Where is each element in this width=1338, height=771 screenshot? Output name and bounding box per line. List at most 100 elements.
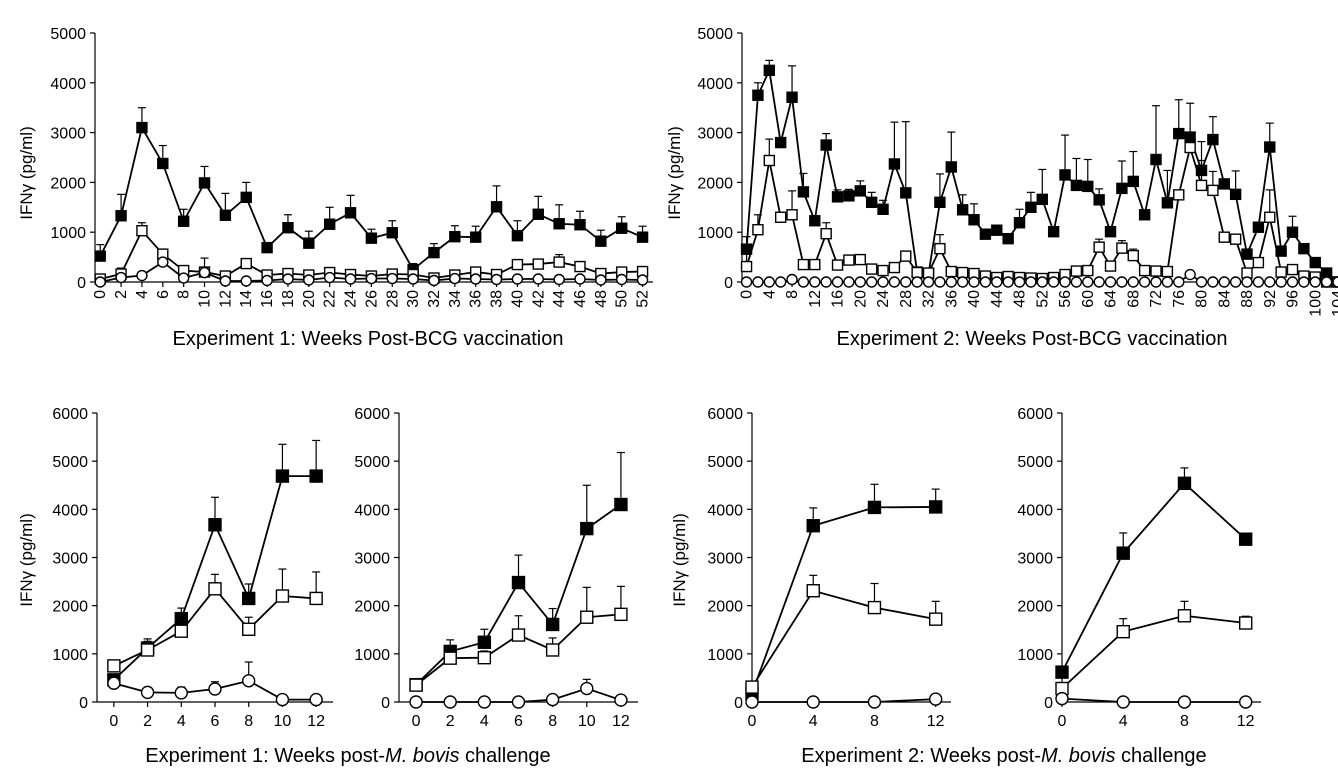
x-tick-label: 8 bbox=[1180, 713, 1189, 730]
filled-square-point bbox=[428, 246, 440, 259]
filled-square-point bbox=[1104, 226, 1117, 238]
x-tick-label: 12 bbox=[307, 713, 325, 730]
open-circle-point bbox=[365, 272, 378, 285]
open-circle-point bbox=[275, 692, 290, 707]
open-circle-point bbox=[545, 692, 560, 707]
x-tick-label: 12 bbox=[612, 713, 630, 730]
filled-square-point bbox=[386, 226, 398, 239]
xtitle-suffix: challenge bbox=[460, 745, 551, 767]
filled-square-point bbox=[1161, 197, 1174, 209]
filled-square-point bbox=[752, 89, 764, 101]
y-tick-label: 3000 bbox=[697, 126, 733, 143]
open-square-point bbox=[1138, 264, 1151, 277]
y-tick-label: 0 bbox=[1044, 695, 1053, 712]
open-circle-point bbox=[198, 266, 211, 279]
filled-square-point bbox=[1013, 217, 1026, 229]
filled-square-point bbox=[323, 218, 336, 230]
x-tick-label: 2 bbox=[113, 290, 130, 299]
x-tick-label: 6 bbox=[211, 713, 220, 730]
xtitle-species: M. bovis bbox=[385, 745, 459, 767]
open-square-point bbox=[240, 257, 252, 270]
filled-square-point bbox=[843, 190, 855, 202]
open-circle-point bbox=[1177, 695, 1192, 709]
y-tick-label: 1000 bbox=[707, 647, 743, 664]
x-tick-label: 4 bbox=[1119, 713, 1128, 730]
open-square-point bbox=[900, 250, 912, 262]
open-circle-point bbox=[242, 674, 256, 688]
open-square-point bbox=[1116, 624, 1130, 639]
x-tick-label: 96 bbox=[1285, 290, 1302, 308]
open-square-point bbox=[865, 263, 878, 275]
open-square-point bbox=[1218, 231, 1230, 243]
y-tick-label: 3000 bbox=[707, 551, 743, 568]
open-square-point bbox=[1184, 141, 1196, 154]
filled-square-point bbox=[303, 237, 315, 249]
filled-square-point bbox=[282, 222, 294, 234]
filled-square-point bbox=[763, 64, 775, 77]
filled-square-point bbox=[242, 591, 256, 606]
filled-square-point bbox=[1264, 141, 1276, 153]
x-tick-label: 100 bbox=[1307, 290, 1324, 317]
y-tick-label: 1000 bbox=[52, 647, 88, 664]
filled-square-point bbox=[94, 250, 106, 262]
x-tick-label: 10 bbox=[197, 290, 214, 308]
y-tick-label: 2000 bbox=[52, 599, 88, 616]
filled-square-point bbox=[928, 500, 943, 514]
filled-square-point bbox=[1177, 476, 1192, 491]
x-tick-label: 16 bbox=[259, 290, 276, 308]
x-tick-label: 4 bbox=[134, 290, 151, 299]
filled-square-point bbox=[1238, 532, 1253, 546]
open-circle-point bbox=[1173, 276, 1185, 288]
filled-square-point bbox=[1036, 193, 1048, 206]
open-circle-point bbox=[1093, 276, 1105, 288]
open-circle-point bbox=[928, 692, 943, 706]
open-circle-point bbox=[877, 276, 889, 288]
x-tick-label: 4 bbox=[809, 713, 818, 730]
y-tick-label: 3000 bbox=[50, 126, 86, 143]
open-square-point bbox=[786, 209, 798, 221]
open-circle-point bbox=[1047, 276, 1060, 288]
open-circle-point bbox=[854, 276, 866, 288]
open-circle-point bbox=[1082, 276, 1094, 288]
open-circle-point bbox=[1241, 276, 1253, 288]
open-square-point bbox=[956, 266, 969, 279]
filled-square-point bbox=[991, 224, 1003, 236]
open-square-point bbox=[532, 258, 544, 270]
filled-square-point bbox=[1047, 226, 1060, 238]
series-line bbox=[1061, 482, 1247, 673]
x-tick-label: 36 bbox=[468, 290, 485, 308]
filled-square-point bbox=[595, 235, 607, 247]
open-circle-point bbox=[94, 276, 106, 288]
filled-square-point bbox=[157, 157, 169, 170]
open-circle-point bbox=[1264, 276, 1276, 288]
open-square-point bbox=[806, 584, 820, 598]
xtitle-exp1-bcg: Experiment 1: Weeks Post-BCG vaccination bbox=[173, 328, 564, 350]
open-square-point bbox=[820, 227, 832, 240]
open-circle-point bbox=[1055, 691, 1069, 706]
open-square-point bbox=[580, 610, 594, 624]
open-square-point bbox=[1127, 249, 1139, 262]
open-circle-point bbox=[553, 273, 565, 286]
x-tick-label: 52 bbox=[1034, 290, 1051, 308]
filled-square-point bbox=[1184, 131, 1196, 143]
y-tick-label: 1000 bbox=[354, 647, 390, 664]
open-circle-point bbox=[1002, 276, 1014, 288]
open-circle-point bbox=[1238, 695, 1253, 709]
filled-square-point bbox=[820, 139, 832, 151]
open-circle-point bbox=[595, 274, 607, 286]
x-tick-label: 42 bbox=[530, 290, 547, 308]
x-tick-label: 0 bbox=[92, 290, 109, 299]
open-circle-point bbox=[888, 276, 901, 288]
x-tick-label: 18 bbox=[280, 290, 297, 308]
open-circle-point bbox=[174, 686, 188, 700]
open-circle-point bbox=[511, 273, 524, 285]
open-circle-point bbox=[616, 273, 628, 286]
x-tick-label: 8 bbox=[244, 713, 253, 730]
filled-square-point bbox=[365, 232, 378, 244]
open-circle-point bbox=[1013, 276, 1026, 288]
filled-square-point bbox=[1173, 127, 1185, 140]
series-line bbox=[99, 125, 643, 271]
y-tick-label: 4000 bbox=[1017, 502, 1053, 519]
open-square-point bbox=[774, 211, 787, 223]
